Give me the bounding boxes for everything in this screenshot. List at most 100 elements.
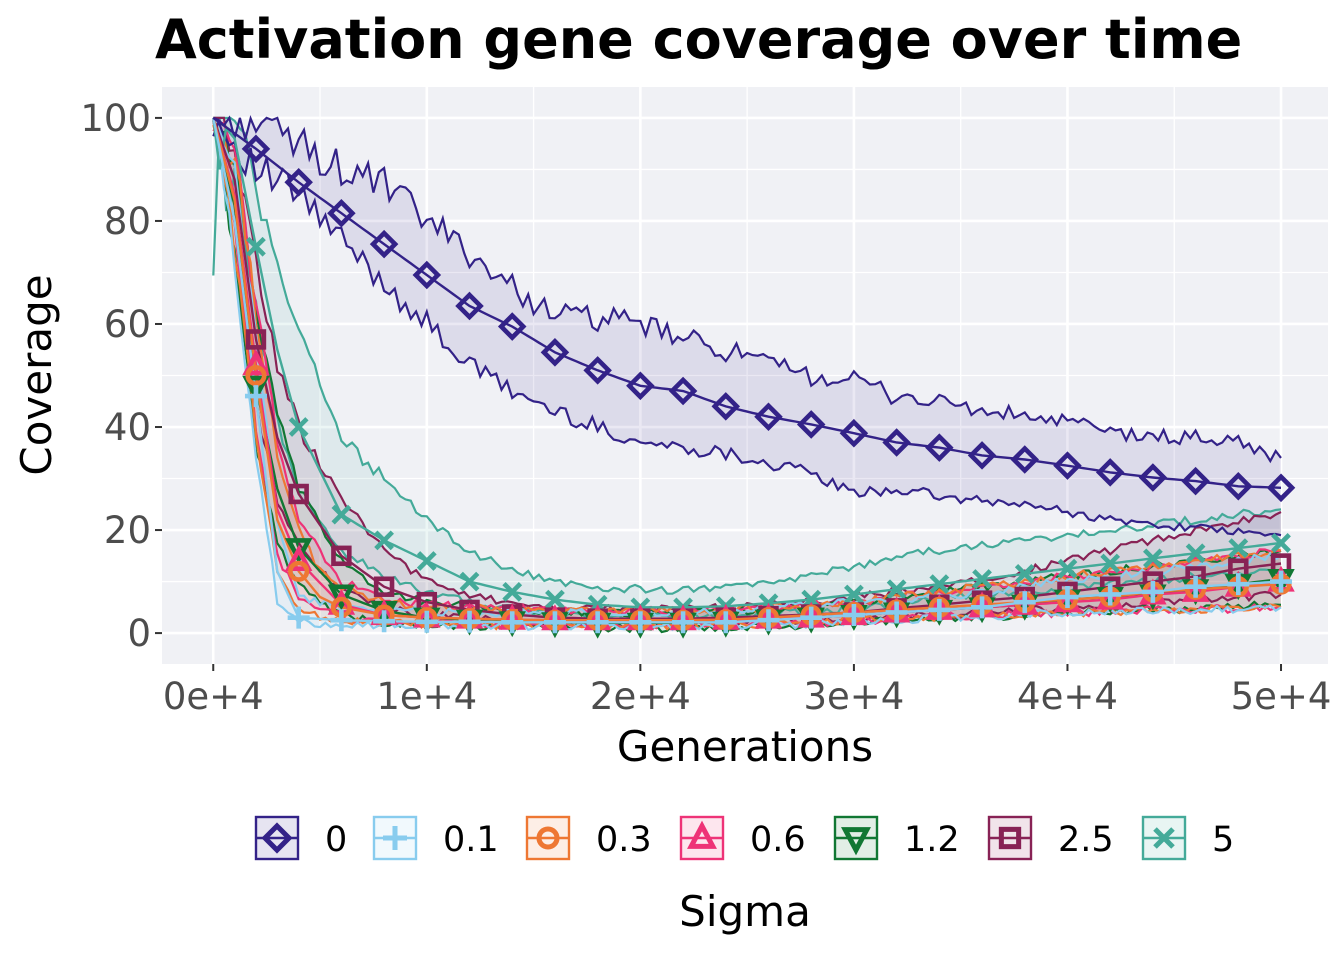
marker-sigma-0	[1266, 473, 1296, 503]
marker-sigma-0	[839, 418, 869, 448]
marker-sigma-0	[882, 428, 911, 457]
legend-marker-icon	[998, 826, 1022, 850]
marker-sigma-5	[502, 581, 523, 602]
marker-sigma-0.1	[415, 610, 438, 633]
marker-sigma-5	[1057, 558, 1078, 579]
x-tick-label: 2e+4	[590, 675, 691, 718]
marker-sigma-5	[929, 574, 950, 595]
marker-sigma-0.1	[928, 598, 951, 621]
upper-bound-sigma-0	[212, 115, 1282, 464]
legend-label: 0	[325, 820, 347, 860]
marker-sigma-0	[967, 441, 997, 470]
legend-label: 1.2	[904, 820, 960, 860]
marker-sigma-2.5	[331, 545, 352, 567]
y-tick-label: 40	[104, 406, 151, 449]
ribbon-sigma-5	[213, 117, 1281, 621]
marker-sigma-0	[925, 433, 954, 462]
marker-sigma-1.2	[242, 375, 270, 402]
marker-sigma-5	[886, 579, 907, 600]
marker-sigma-5	[1014, 563, 1035, 584]
marker-sigma-0.1	[1013, 591, 1036, 614]
marker-sigma-0	[327, 198, 356, 228]
marker-sigma-0.6	[284, 545, 313, 571]
x-axis-title: Generations	[617, 722, 873, 771]
marker-sigma-0	[626, 371, 655, 401]
marker-sigma-0	[583, 356, 612, 385]
marker-sigma-5	[1271, 533, 1291, 553]
marker-sigma-0.1	[757, 609, 780, 632]
marker-sigma-0.1	[672, 611, 695, 634]
x-tick-label: 5e+4	[1231, 675, 1332, 718]
legend-item-sigma-1.2: 1.2	[833, 815, 960, 861]
legend-marker-icon	[687, 820, 717, 849]
legend: 0 0.1 0.3 0.6 1.2 2.5 5	[254, 815, 1234, 861]
marker-sigma-0.1	[330, 609, 353, 632]
y-axis-title: Coverage	[12, 274, 61, 475]
marker-sigma-5	[844, 584, 864, 605]
marker-sigma-5	[246, 236, 266, 257]
marker-sigma-0.1	[842, 604, 865, 627]
marker-sigma-0.1	[800, 606, 823, 629]
x-axis: 0e+4 1e+4 2e+4 3e+4 4e+4 5e+4	[163, 664, 1332, 718]
ribbon-sigma-2.5	[213, 117, 1281, 628]
legend-title: Sigma	[679, 887, 811, 936]
marker-sigma-0.1	[1056, 586, 1079, 609]
legend-marker-icon	[383, 826, 407, 850]
x-tick-label: 4e+4	[1017, 675, 1118, 718]
legend-label: 0.6	[750, 820, 806, 860]
x-tick-label: 0e+4	[163, 675, 264, 718]
ribbon-sigma-0	[213, 117, 1281, 536]
y-axis: 0 20 40 60 80 100	[80, 97, 162, 655]
marker-sigma-5	[545, 589, 565, 610]
marker-sigma-0.1	[1227, 573, 1250, 596]
marker-sigma-0	[1053, 451, 1082, 480]
marker-sigma-0.6	[242, 349, 270, 376]
marker-sigma-0.1	[629, 611, 652, 634]
upper-bound-sigma-2.5	[213, 116, 1282, 614]
marker-sigma-0	[668, 376, 698, 406]
legend-label: 2.5	[1058, 820, 1114, 860]
marker-sigma-5	[1100, 553, 1121, 574]
marker-sigma-5	[1228, 538, 1249, 558]
y-tick-label: 0	[127, 612, 151, 655]
marker-sigma-0	[284, 168, 313, 197]
legend-label: 5	[1212, 820, 1234, 860]
marker-sigma-0.1	[971, 596, 994, 619]
legend-label: 0.3	[596, 820, 652, 860]
marker-sigma-0.1	[586, 611, 609, 634]
legend-item-sigma-2.5: 2.5	[987, 815, 1114, 861]
marker-sigma-0	[455, 291, 484, 321]
marker-sigma-0	[1181, 466, 1210, 496]
marker-sigma-5	[288, 417, 309, 437]
legend-marker-icon	[536, 826, 560, 850]
marker-sigma-0.1	[543, 611, 566, 634]
marker-sigma-0.1	[885, 601, 908, 624]
marker-sigma-0	[1138, 463, 1168, 492]
legend-marker-icon	[1153, 827, 1175, 849]
x-tick-label: 1e+4	[376, 675, 477, 718]
y-tick-label: 100	[80, 97, 151, 140]
marker-sigma-5	[972, 569, 992, 589]
marker-sigma-0	[1010, 445, 1040, 474]
marker-sigma-2.5	[245, 329, 267, 350]
y-tick-label: 20	[104, 509, 151, 552]
marker-sigma-0.1	[287, 606, 310, 629]
legend-label: 0.1	[443, 820, 499, 860]
chart-title: Activation gene coverage over time	[155, 8, 1242, 71]
marker-sigma-0	[497, 312, 527, 341]
ribbon-sigma-1.2	[213, 117, 1281, 632]
lower-bound-sigma-0	[212, 118, 1282, 537]
x-tick-label: 3e+4	[803, 675, 904, 718]
marker-sigma-5	[374, 530, 394, 551]
marker-sigma-2.5	[373, 576, 395, 597]
marker-sigma-1.2	[284, 538, 313, 565]
marker-sigma-5	[331, 504, 352, 525]
legend-item-sigma-0.1: 0.1	[372, 815, 499, 861]
marker-sigma-0.1	[373, 610, 396, 633]
marker-sigma-0.1	[244, 385, 267, 408]
marker-sigma-0	[540, 338, 570, 367]
marker-sigma-0.1	[501, 611, 524, 634]
marker-sigma-5	[1185, 543, 1206, 564]
legend-marker-icon	[841, 827, 871, 856]
marker-sigma-0	[369, 229, 399, 259]
